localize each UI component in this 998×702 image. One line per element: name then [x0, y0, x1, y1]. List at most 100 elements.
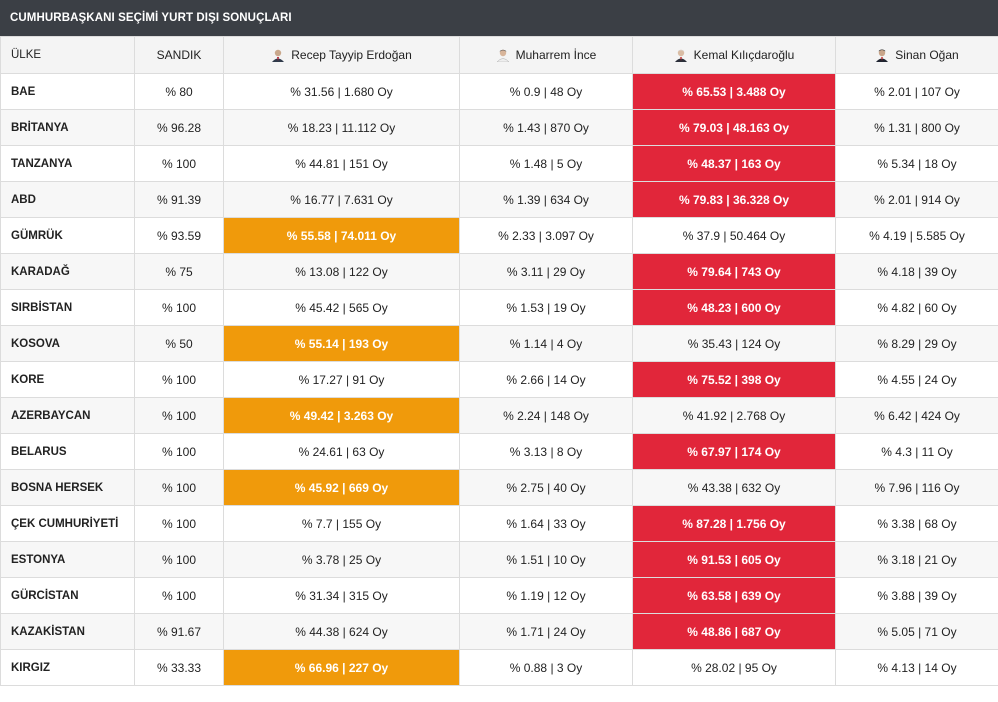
result-cell: % 1.64 | 33 Oy [459, 505, 633, 542]
country-cell: ESTONYA [0, 541, 135, 578]
ballot-cell: % 33.33 [134, 649, 224, 686]
country-cell: BAE [0, 73, 135, 110]
result-cell: % 1.51 | 10 Oy [459, 541, 633, 578]
result-cell: % 7.7 | 155 Oy [223, 505, 460, 542]
result-cell: % 5.05 | 71 Oy [835, 613, 998, 650]
winner-cell: % 45.92 | 669 Oy [223, 469, 460, 506]
winner-cell: % 66.96 | 227 Oy [223, 649, 460, 686]
result-cell: % 6.42 | 424 Oy [835, 397, 998, 434]
ballot-cell: % 100 [134, 397, 224, 434]
ince-avatar-icon [496, 48, 510, 62]
result-cell: % 2.01 | 914 Oy [835, 181, 998, 218]
result-cell: % 4.82 | 60 Oy [835, 289, 998, 326]
result-cell: % 41.92 | 2.768 Oy [632, 397, 836, 434]
winner-cell: % 49.42 | 3.263 Oy [223, 397, 460, 434]
ballot-cell: % 75 [134, 253, 224, 290]
ballot-cell: % 100 [134, 433, 224, 470]
table-row: SIRBİSTAN% 100% 45.42 | 565 Oy% 1.53 | 1… [0, 289, 998, 326]
table-row: KORE% 100% 17.27 | 91 Oy% 2.66 | 14 Oy % … [0, 361, 998, 398]
winner-cell: % 48.37 | 163 Oy [632, 145, 836, 182]
result-cell: % 31.56 | 1.680 Oy [223, 73, 460, 110]
country-cell: KIRGIZ [0, 649, 135, 686]
table-row: AZERBAYCAN% 100% 49.42 | 3.263 Oy% 2.24 … [0, 397, 998, 434]
ballot-cell: % 91.39 [134, 181, 224, 218]
erdogan-avatar-icon [271, 48, 285, 62]
column-header-ballot[interactable]: SANDIK [134, 36, 224, 74]
result-cell: % 1.48 | 5 Oy [459, 145, 633, 182]
result-cell: % 3.38 | 68 Oy [835, 505, 998, 542]
result-cell: % 2.01 | 107 Oy [835, 73, 998, 110]
winner-cell: % 55.58 | 74.011 Oy [223, 217, 460, 254]
country-cell: BRİTANYA [0, 109, 135, 146]
result-cell: % 1.53 | 19 Oy [459, 289, 633, 326]
table-row: BOSNA HERSEK% 100% 45.92 | 669 Oy% 2.75 … [0, 469, 998, 506]
column-header-kilicdaroglu[interactable]: Kemal Kılıçdaroğlu [632, 36, 836, 74]
candidate-name: Kemal Kılıçdaroğlu [693, 48, 795, 62]
winner-cell: % 63.58 | 639 Oy [632, 577, 836, 614]
column-header-ogan[interactable]: Sinan Oğan [835, 36, 998, 74]
country-cell: ABD [0, 181, 135, 218]
result-cell: % 0.9 | 48 Oy [459, 73, 633, 110]
result-cell: % 1.39 | 634 Oy [459, 181, 633, 218]
country-cell: SIRBİSTAN [0, 289, 135, 326]
result-cell: % 18.23 | 11.112 Oy [223, 109, 460, 146]
country-cell: KAZAKİSTAN [0, 613, 135, 650]
winner-cell: % 48.23 | 600 Oy [632, 289, 836, 326]
results-table: ÜLKE SANDIK Recep Tayyip Erdoğan Muharre… [0, 36, 998, 686]
country-cell: GÜRCİSTAN [0, 577, 135, 614]
table-row: TANZANYA% 100% 44.81 | 151 Oy% 1.48 | 5 … [0, 145, 998, 182]
country-cell: GÜMRÜK [0, 217, 135, 254]
table-row: KOSOVA% 50% 55.14 | 193 Oy% 1.14 | 4 Oy%… [0, 325, 998, 362]
column-header-country[interactable]: ÜLKE [0, 36, 135, 74]
country-cell: ÇEK CUMHURİYETİ [0, 505, 135, 542]
ballot-cell: % 100 [134, 289, 224, 326]
result-cell: % 1.43 | 870 Oy [459, 109, 633, 146]
ballot-cell: % 100 [134, 145, 224, 182]
winner-cell: % 48.86 | 687 Oy [632, 613, 836, 650]
result-cell: % 5.34 | 18 Oy [835, 145, 998, 182]
result-cell: % 3.13 | 8 Oy [459, 433, 633, 470]
result-cell: % 2.66 | 14 Oy [459, 361, 633, 398]
result-cell: % 17.27 | 91 Oy [223, 361, 460, 398]
ballot-cell: % 100 [134, 577, 224, 614]
result-cell: % 2.33 | 3.097 Oy [459, 217, 633, 254]
ballot-cell: % 100 [134, 505, 224, 542]
country-cell: KOSOVA [0, 325, 135, 362]
result-cell: % 2.75 | 40 Oy [459, 469, 633, 506]
ballot-cell: % 100 [134, 361, 224, 398]
winner-cell: % 91.53 | 605 Oy [632, 541, 836, 578]
result-cell: % 37.9 | 50.464 Oy [632, 217, 836, 254]
result-cell: % 3.88 | 39 Oy [835, 577, 998, 614]
ballot-cell: % 96.28 [134, 109, 224, 146]
kilicdaroglu-avatar-icon [674, 48, 688, 62]
table-header-row: ÜLKE SANDIK Recep Tayyip Erdoğan Muharre… [0, 36, 998, 74]
result-cell: % 4.19 | 5.585 Oy [835, 217, 998, 254]
table-title-text: CUMHURBAŞKANI SEÇİMİ YURT DIŞI SONUÇLARI [10, 12, 292, 24]
column-header-erdogan[interactable]: Recep Tayyip Erdoğan [223, 36, 460, 74]
table-title: CUMHURBAŞKANI SEÇİMİ YURT DIŞI SONUÇLARI [0, 0, 998, 36]
winner-cell: % 79.64 | 743 Oy [632, 253, 836, 290]
table-row: BELARUS% 100% 24.61 | 63 Oy% 3.13 | 8 Oy… [0, 433, 998, 470]
result-cell: % 1.71 | 24 Oy [459, 613, 633, 650]
table-row: ESTONYA% 100% 3.78 | 25 Oy% 1.51 | 10 Oy… [0, 541, 998, 578]
country-cell: KORE [0, 361, 135, 398]
result-cell: % 35.43 | 124 Oy [632, 325, 836, 362]
column-header-ince[interactable]: Muharrem İnce [459, 36, 633, 74]
ballot-cell: % 91.67 [134, 613, 224, 650]
result-cell: % 24.61 | 63 Oy [223, 433, 460, 470]
result-cell: % 8.29 | 29 Oy [835, 325, 998, 362]
ballot-cell: % 50 [134, 325, 224, 362]
ballot-cell: % 80 [134, 73, 224, 110]
result-cell: % 44.81 | 151 Oy [223, 145, 460, 182]
result-cell: % 44.38 | 624 Oy [223, 613, 460, 650]
result-cell: % 4.18 | 39 Oy [835, 253, 998, 290]
result-cell: % 7.96 | 116 Oy [835, 469, 998, 506]
country-cell: BELARUS [0, 433, 135, 470]
result-cell: % 16.77 | 7.631 Oy [223, 181, 460, 218]
result-cell: % 4.55 | 24 Oy [835, 361, 998, 398]
result-cell: % 4.13 | 14 Oy [835, 649, 998, 686]
winner-cell: % 65.53 | 3.488 Oy [632, 73, 836, 110]
result-cell: % 1.31 | 800 Oy [835, 109, 998, 146]
winner-cell: % 87.28 | 1.756 Oy [632, 505, 836, 542]
winner-cell: % 79.03 | 48.163 Oy [632, 109, 836, 146]
